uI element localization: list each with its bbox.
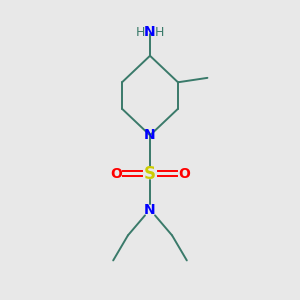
Text: O: O (178, 167, 190, 181)
Text: H: H (136, 26, 145, 39)
Text: N: N (144, 128, 156, 142)
Text: O: O (110, 167, 122, 181)
Text: N: N (144, 203, 156, 218)
Text: S: S (144, 165, 156, 183)
Text: H: H (155, 26, 164, 39)
Text: N: N (144, 25, 156, 39)
